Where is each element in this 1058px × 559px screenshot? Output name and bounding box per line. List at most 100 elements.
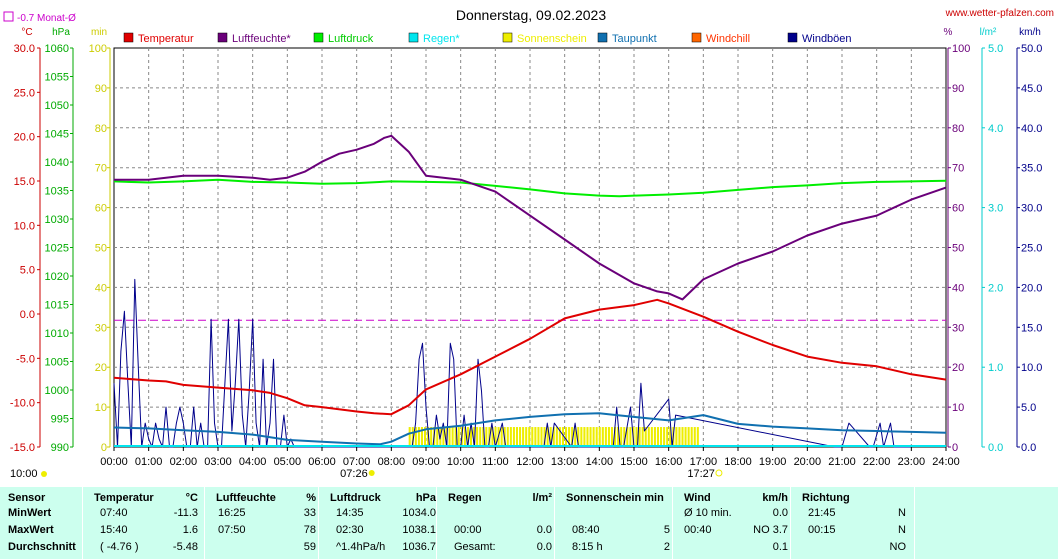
stats-section-divider xyxy=(82,487,83,559)
stats-header-direction: Richtung xyxy=(802,492,850,504)
axis-unit-label: l/m² xyxy=(980,27,997,38)
axis-tick-label: 30.0 xyxy=(14,43,35,55)
stats-value-wind: 0.1 xyxy=(772,541,788,553)
axis-tick-label: 100 xyxy=(952,43,970,55)
sunshine-bar xyxy=(494,427,497,447)
stats-unit-humidity: % xyxy=(306,492,316,504)
axis-tick-label: 90 xyxy=(952,83,964,95)
humidity-line xyxy=(114,134,947,301)
stats-time-wind: Ø 10 min. xyxy=(684,507,732,519)
sunshine-bar xyxy=(604,427,607,447)
x-axis-tick-label: 03:00 xyxy=(204,456,232,468)
sunshine-bar xyxy=(417,427,420,447)
x-axis-tick-label: 22:00 xyxy=(863,456,891,468)
sunshine-bar xyxy=(491,427,494,447)
sunshine-bar xyxy=(644,427,647,447)
legend-swatch xyxy=(502,32,513,43)
axis-tick-label: 1055 xyxy=(45,72,69,84)
sunrise-sun-icon xyxy=(368,470,375,476)
sunshine-bar xyxy=(555,427,558,447)
sunshine-bar xyxy=(617,427,620,447)
x-axis-tick-label: 21:00 xyxy=(828,456,856,468)
axis-tick-label: 1020 xyxy=(45,271,69,283)
sunshine-bar xyxy=(666,427,669,447)
sunshine-bar xyxy=(577,427,580,447)
sunshine-bar xyxy=(558,427,561,447)
stats-header-pressure: Luftdruck xyxy=(330,492,381,504)
stats-row-label: Durchschnitt xyxy=(8,541,76,553)
sunshine-bar xyxy=(687,427,690,447)
sunshine-bar xyxy=(678,427,681,447)
sunshine-bar xyxy=(537,427,540,447)
axis-tick-label: 90 xyxy=(95,83,107,95)
x-axis-tick-label: 00:00 xyxy=(100,456,128,468)
sunshine-bar xyxy=(638,427,641,447)
sunshine-bar xyxy=(595,427,598,447)
sunshine-bar xyxy=(528,427,531,447)
axis-tick-label: 1050 xyxy=(45,100,69,112)
dewpoint-line xyxy=(113,412,947,446)
axis-tick-label: 40.0 xyxy=(1021,123,1042,135)
sunshine-bar xyxy=(519,427,522,447)
sunshine-bar xyxy=(408,427,411,447)
temperature-line xyxy=(113,298,947,416)
axis-tick-label: 0.0 xyxy=(20,309,35,321)
x-axis-tick-label: 11:00 xyxy=(482,456,509,468)
axis-tick-label: 30 xyxy=(952,322,964,334)
sunshine-bar xyxy=(427,427,430,447)
x-axis-tick-label: 05:00 xyxy=(274,456,302,468)
axis-tick-label: 20.0 xyxy=(1021,282,1042,294)
month-average-marker-icon xyxy=(3,11,14,22)
stats-value-direction: NO xyxy=(889,541,907,553)
sunshine-bar xyxy=(607,427,610,447)
series-lines xyxy=(113,134,947,448)
stats-value-wind: 0.0 xyxy=(772,507,788,519)
sunshine-bar xyxy=(420,427,423,447)
stats-value-humidity: 78 xyxy=(303,524,316,536)
sunshine-bar xyxy=(635,427,638,447)
axis-tick-label: 1.0 xyxy=(988,362,1003,374)
sunshine-bar xyxy=(479,427,482,447)
sunshine-bar xyxy=(641,427,644,447)
stats-section-divider xyxy=(554,487,555,559)
axis-tick-label: 10 xyxy=(95,402,107,414)
pressure-line xyxy=(113,178,947,198)
stats-unit-rain: l/m² xyxy=(532,492,552,504)
chart-title: Donnerstag, 09.02.2023 xyxy=(456,7,606,23)
axis-tick-label: 990 xyxy=(51,442,69,454)
chart-axes: 30.0 25.0 20.0 15.0 10.0 5.0 0.0 -5.0 -10.0 -15.0… xyxy=(10,27,1043,480)
stats-value-pressure: 1036.7 xyxy=(402,541,436,553)
axis-tick-label: 1025 xyxy=(45,243,69,255)
legend-label: Luftfeuchte* xyxy=(232,33,291,45)
legend-label: Regen* xyxy=(423,33,460,45)
sunshine-bar xyxy=(543,427,546,447)
site-link[interactable]: www.wetter-pfalzen.com xyxy=(945,8,1054,19)
sunshine-bar xyxy=(653,427,656,447)
sunshine-bar xyxy=(534,427,537,447)
sunshine-bar xyxy=(469,427,473,447)
axis-tick-label: 1030 xyxy=(45,214,69,226)
axis-tick-label: 1045 xyxy=(45,129,69,141)
axis-tick-label: 10.0 xyxy=(1021,362,1042,374)
x-axis-tick-label: 10:00 xyxy=(447,456,475,468)
sunshine-bar xyxy=(549,427,552,447)
stats-header-wind: Wind xyxy=(684,492,711,504)
stats-header-humidity: Luftfeuchte xyxy=(216,492,276,504)
axis-tick-label: 5.0 xyxy=(988,43,1003,55)
stats-time-humidity: 16:25 xyxy=(218,507,246,519)
sunshine-bar xyxy=(411,427,414,447)
statistics-table: Sensor MinWert MaxWert Durchschnitt Temperat… xyxy=(0,487,1058,559)
axis-tick-label: 1015 xyxy=(45,300,69,312)
sunshine-bar xyxy=(485,427,488,447)
stats-value-direction: N xyxy=(898,524,906,536)
weather-chart: 30.0 25.0 20.0 15.0 10.0 5.0 0.0 -5.0 -10.0 -15.0… xyxy=(3,7,1054,480)
sunshine-bar xyxy=(580,427,583,447)
legend-swatch xyxy=(408,32,419,43)
sunshine-bar xyxy=(466,427,469,447)
sunshine-bar xyxy=(629,427,632,447)
axis-tick-label: -15.0 xyxy=(10,442,35,454)
axis-tick-label: 80 xyxy=(952,123,964,135)
stats-section-divider xyxy=(672,487,673,559)
sunshine-bar xyxy=(675,427,678,447)
sunshine-bar xyxy=(482,427,485,447)
